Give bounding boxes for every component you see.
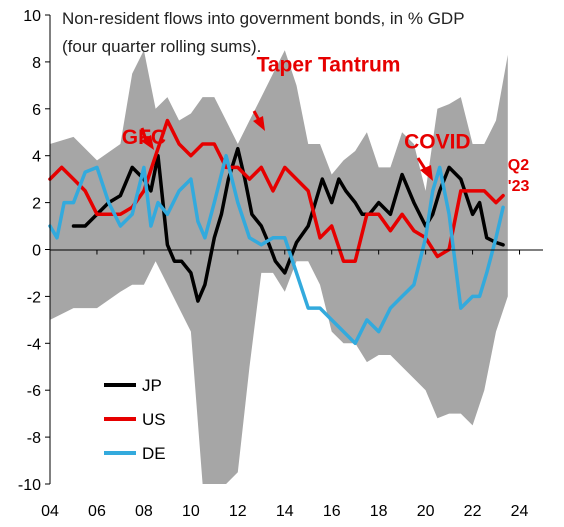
series-line-jp [71, 146, 505, 303]
y-tick-label: 0 [32, 243, 41, 260]
y-tick-label: 2 [32, 196, 41, 213]
series-line-us [48, 118, 505, 263]
chart-title: Non-resident flows into government bonds… [62, 9, 465, 28]
annotation-label: Taper Tantrum [257, 53, 401, 76]
legend-label-de: DE [142, 444, 166, 463]
y-tick-label: -8 [27, 430, 41, 447]
x-tick-label: 22 [464, 503, 482, 520]
y-tick-label: 4 [32, 149, 41, 166]
y-tick-label: -6 [27, 383, 41, 400]
y-tick-label: 8 [32, 55, 41, 72]
series-line-de [48, 153, 505, 346]
annotation-label: Q2 [508, 157, 529, 174]
x-tick-label: 14 [276, 503, 294, 520]
x-tick-label: 10 [182, 503, 200, 520]
annotation-label: '23 [508, 178, 530, 195]
taper-arrowhead [253, 116, 265, 131]
x-tick-label: 12 [229, 503, 247, 520]
x-tick-label: 06 [88, 503, 106, 520]
legend-label-us: US [142, 410, 166, 429]
series-lines [48, 118, 505, 346]
legend-label-jp: JP [142, 376, 162, 395]
annotations: GFC Taper Tantrum COVID Q2 '23 [122, 53, 530, 195]
chart-title-block: Non-resident flows into government bonds… [62, 9, 465, 56]
y-tick-label: -4 [27, 336, 41, 353]
y-tick-label: -10 [18, 477, 41, 494]
gfc-arrowhead [141, 135, 154, 150]
annotation-label: GFC [122, 126, 166, 149]
x-tick-label: 08 [135, 503, 153, 520]
y-tick-label: 10 [23, 8, 41, 25]
y-tick-label: 6 [32, 102, 41, 119]
x-tick-label: 04 [41, 503, 59, 520]
x-tick-label: 24 [511, 503, 529, 520]
annotation-label: COVID [404, 131, 471, 154]
chart-subtitle: (four quarter rolling sums). [62, 37, 261, 56]
x-tick-label: 18 [370, 503, 388, 520]
covid-arrowhead [420, 165, 433, 181]
y-tick-label: -2 [27, 289, 41, 306]
x-tick-label: 16 [323, 503, 341, 520]
x-tick-label: 20 [417, 503, 435, 520]
legend: JP US DE [104, 376, 166, 463]
